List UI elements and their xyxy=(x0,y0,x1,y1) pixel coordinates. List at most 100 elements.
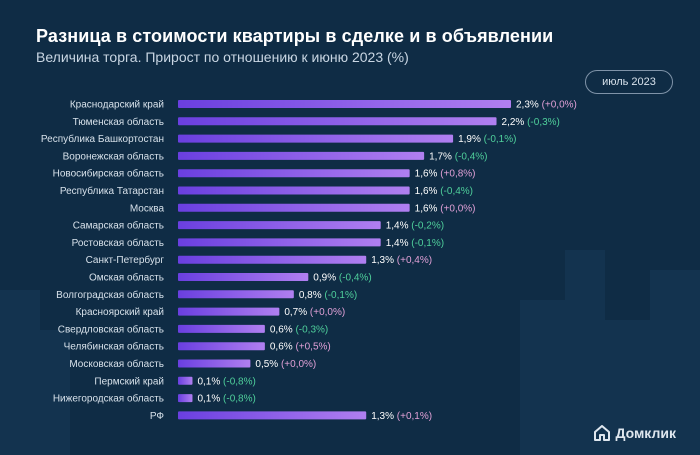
value-text: 1,9% xyxy=(458,134,484,145)
category-label: Свердловская область xyxy=(58,323,164,335)
value-text: 0,1% xyxy=(197,394,223,405)
brand-logo: Домклик xyxy=(594,425,676,441)
category-label: Санкт-Петербург xyxy=(86,254,165,266)
value-label: 2,2% (-0,3%) xyxy=(502,117,560,128)
bar xyxy=(178,203,410,212)
category-label: Новосибирская область xyxy=(53,168,164,180)
bar xyxy=(178,238,381,247)
value-label: 1,3% (+0,4%) xyxy=(371,255,432,266)
value-text: 1,4% xyxy=(386,221,412,232)
change-text: (-0,1%) xyxy=(484,134,517,145)
value-label: 0,9% (-0,4%) xyxy=(313,273,371,284)
change-text: (-0,1%) xyxy=(324,290,357,301)
change-text: (+0,0%) xyxy=(542,100,577,111)
bar xyxy=(178,255,367,264)
value-text: 1,7% xyxy=(429,151,455,162)
bar xyxy=(178,411,367,420)
value-text: 1,4% xyxy=(386,238,412,249)
category-label: Нижегородская область xyxy=(53,393,164,405)
category-label: Республика Башкортостан xyxy=(41,133,164,145)
category-label: РФ xyxy=(150,411,165,422)
change-text: (-0,2%) xyxy=(411,221,444,232)
bar xyxy=(178,376,193,385)
bar xyxy=(178,186,410,195)
change-text: (-0,4%) xyxy=(455,151,488,162)
bar xyxy=(178,151,425,160)
change-text: (-0,8%) xyxy=(223,394,256,405)
change-text: (+0,5%) xyxy=(295,342,330,353)
value-text: 0,6% xyxy=(270,324,296,335)
category-label: Челябинская область xyxy=(64,341,164,353)
value-label: 1,7% (-0,4%) xyxy=(429,151,487,162)
value-text: 0,1% xyxy=(197,376,223,387)
bar xyxy=(178,342,265,351)
period-selector[interactable]: июль 2023 xyxy=(585,70,673,94)
value-text: 1,6% xyxy=(415,169,441,180)
value-text: 0,6% xyxy=(270,342,296,353)
bar xyxy=(178,169,410,178)
value-label: 0,6% (+0,5%) xyxy=(270,342,331,353)
bar xyxy=(178,221,381,230)
value-label: 1,6% (+0,0%) xyxy=(415,203,476,214)
change-text: (+0,4%) xyxy=(397,255,432,266)
bar xyxy=(178,134,454,143)
category-label: Красноярский край xyxy=(76,307,164,318)
change-text: (-0,8%) xyxy=(223,376,256,387)
value-label: 0,1% (-0,8%) xyxy=(197,394,255,405)
background-building xyxy=(650,270,700,455)
value-text: 1,6% xyxy=(415,203,441,214)
change-text: (+0,0%) xyxy=(281,359,316,370)
value-text: 1,3% xyxy=(371,411,397,422)
value-text: 0,5% xyxy=(255,359,281,370)
bar xyxy=(178,273,309,281)
change-text: (-0,4%) xyxy=(339,273,372,284)
value-label: 1,4% (-0,2%) xyxy=(386,221,444,232)
chart-title: Разница в стоимости квартиры в сделке и … xyxy=(36,26,554,46)
value-label: 1,4% (-0,1%) xyxy=(386,238,444,249)
category-label: Омская область xyxy=(89,272,164,284)
chart-subtitle: Величина торга. Прирост по отношению к и… xyxy=(36,49,409,65)
change-text: (-0,1%) xyxy=(411,238,444,249)
bar xyxy=(178,394,193,403)
change-text: (+0,0%) xyxy=(310,307,345,318)
category-label: Самарская область xyxy=(73,220,164,232)
value-label: 1,6% (-0,4%) xyxy=(415,186,473,197)
value-text: 0,9% xyxy=(313,273,339,284)
value-text: 0,7% xyxy=(284,307,310,318)
category-label: Ростовская область xyxy=(72,237,164,249)
value-label: 0,7% (+0,0%) xyxy=(284,307,345,318)
value-text: 0,8% xyxy=(299,290,325,301)
house-icon xyxy=(594,425,611,441)
value-label: 1,9% (-0,1%) xyxy=(458,134,516,145)
value-label: 1,6% (+0,8%) xyxy=(415,169,476,180)
value-text: 2,2% xyxy=(502,117,528,128)
bar xyxy=(178,100,511,108)
value-label: 0,5% (+0,0%) xyxy=(255,359,316,370)
category-label: Республика Татарстан xyxy=(60,185,164,197)
value-label: 0,6% (-0,3%) xyxy=(270,324,328,335)
category-label: Тюменская область xyxy=(73,116,164,128)
category-label: Москва xyxy=(130,203,165,214)
category-label: Воронежская область xyxy=(63,150,164,162)
value-label: 0,8% (-0,1%) xyxy=(299,290,357,301)
bar xyxy=(178,290,294,299)
background-building xyxy=(605,320,650,455)
category-label: Пермский край xyxy=(94,376,164,387)
value-text: 1,6% xyxy=(415,186,441,197)
bar xyxy=(178,307,280,316)
change-text: (-0,3%) xyxy=(295,324,328,335)
brand-name: Домклик xyxy=(615,425,676,441)
change-text: (-0,4%) xyxy=(440,186,473,197)
background-building xyxy=(40,330,70,455)
change-text: (+0,8%) xyxy=(440,169,475,180)
category-label: Краснодарский край xyxy=(70,100,164,111)
change-text: (+0,0%) xyxy=(440,203,475,214)
value-text: 2,3% xyxy=(516,100,542,111)
bar xyxy=(178,359,251,368)
change-text: (-0,3%) xyxy=(527,117,560,128)
value-label: 1,3% (+0,1%) xyxy=(371,411,432,422)
background-building xyxy=(520,300,565,455)
category-label: Волгоградская область xyxy=(56,289,164,301)
change-text: (+0,1%) xyxy=(397,411,432,422)
